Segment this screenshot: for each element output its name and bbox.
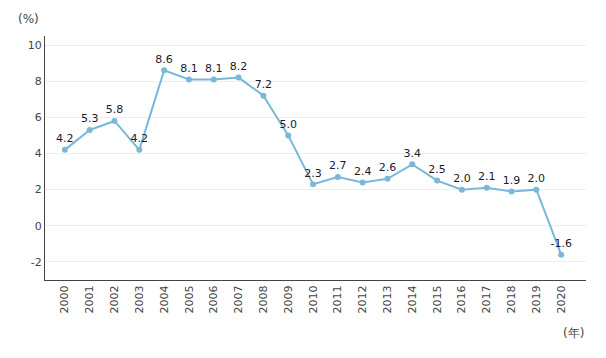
svg-text:4.2: 4.2 <box>56 132 74 145</box>
svg-text:2: 2 <box>35 183 42 196</box>
svg-text:2008: 2008 <box>257 285 270 313</box>
svg-text:2015: 2015 <box>431 285 444 313</box>
svg-text:-1.6: -1.6 <box>550 237 571 250</box>
svg-text:3.4: 3.4 <box>404 147 422 160</box>
svg-text:2.0: 2.0 <box>453 172 471 185</box>
svg-text:7.2: 7.2 <box>255 78 273 91</box>
svg-text:2017: 2017 <box>480 285 493 313</box>
svg-text:10: 10 <box>28 39 42 52</box>
svg-text:2001: 2001 <box>83 285 96 313</box>
svg-text:1.9: 1.9 <box>503 174 521 187</box>
svg-text:2.5: 2.5 <box>428 163 446 176</box>
svg-text:2016: 2016 <box>455 285 468 313</box>
svg-text:8.1: 8.1 <box>205 62 223 75</box>
svg-text:2.4: 2.4 <box>354 165 372 178</box>
svg-text:5.3: 5.3 <box>81 112 99 125</box>
svg-text:2011: 2011 <box>331 285 344 313</box>
svg-text:2.3: 2.3 <box>304 167 322 180</box>
svg-text:2014: 2014 <box>406 285 419 313</box>
svg-text:8.2: 8.2 <box>230 60 248 73</box>
svg-text:2.1: 2.1 <box>478 170 496 183</box>
svg-text:2003: 2003 <box>133 285 146 313</box>
svg-text:8: 8 <box>35 75 42 88</box>
svg-text:8.1: 8.1 <box>180 62 198 75</box>
svg-text:5.8: 5.8 <box>106 103 124 116</box>
svg-text:(%): (%) <box>18 12 39 26</box>
svg-text:-2: -2 <box>31 256 42 269</box>
svg-text:2000: 2000 <box>58 285 71 313</box>
svg-text:2005: 2005 <box>183 285 196 313</box>
svg-text:2007: 2007 <box>232 285 245 313</box>
svg-text:8.6: 8.6 <box>155 53 173 66</box>
svg-text:4.2: 4.2 <box>131 132 149 145</box>
svg-text:2.0: 2.0 <box>528 172 546 185</box>
svg-text:2009: 2009 <box>282 285 295 313</box>
svg-text:2018: 2018 <box>505 285 518 313</box>
svg-text:6: 6 <box>35 111 42 124</box>
svg-text:4: 4 <box>35 147 42 160</box>
svg-text:(年): (年) <box>563 326 584 340</box>
svg-text:2012: 2012 <box>356 285 369 313</box>
svg-text:2.7: 2.7 <box>329 159 347 172</box>
svg-text:2020: 2020 <box>555 285 568 313</box>
svg-text:2006: 2006 <box>207 285 220 313</box>
svg-text:0: 0 <box>35 220 42 233</box>
svg-text:5.0: 5.0 <box>279 118 297 131</box>
svg-text:2004: 2004 <box>158 285 171 313</box>
svg-text:2010: 2010 <box>307 285 320 313</box>
svg-text:2.6: 2.6 <box>379 161 397 174</box>
svg-text:2002: 2002 <box>108 285 121 313</box>
svg-text:2013: 2013 <box>381 285 394 313</box>
svg-text:2019: 2019 <box>530 285 543 313</box>
